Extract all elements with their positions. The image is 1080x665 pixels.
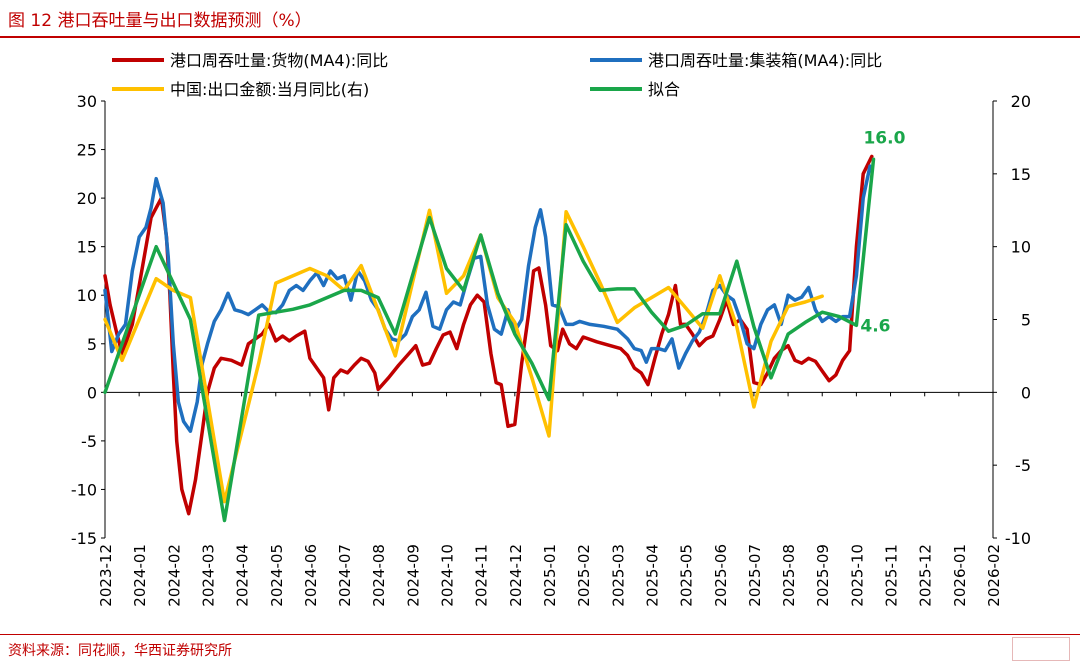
y-left-tick-label: -15 <box>71 529 97 548</box>
x-tick-label: 2024-08 <box>370 544 388 607</box>
y-right-tick-label: -5 <box>1015 456 1031 475</box>
x-tick-label: 2025-11 <box>883 544 901 607</box>
x-tick-label: 2024-12 <box>507 544 525 607</box>
x-tick-label: 2025-02 <box>575 544 593 607</box>
y-right-tick-label: 15 <box>1011 165 1031 184</box>
y-right-tick-label: -10 <box>1005 529 1031 548</box>
annotation-label: 4.6 <box>860 316 890 336</box>
x-tick-label: 2024-03 <box>199 544 217 607</box>
y-right-tick-label: 10 <box>1011 238 1031 257</box>
y-right-tick-label: 20 <box>1011 92 1031 111</box>
series-line-green <box>103 157 876 523</box>
x-tick-label: 2025-09 <box>814 544 832 607</box>
x-tick-label: 2025-03 <box>609 544 627 607</box>
y-left-tick-label: 20 <box>77 189 97 208</box>
x-tick-label: 2024-05 <box>268 544 286 607</box>
x-tick-label: 2024-11 <box>473 544 491 607</box>
x-tick-label: 2025-10 <box>848 544 866 607</box>
x-tick-label: 2024-10 <box>439 544 457 607</box>
x-tick-label: 2025-05 <box>678 544 696 607</box>
x-tick-label: 2023-12 <box>97 544 115 607</box>
y-right-tick-label: 0 <box>1021 383 1031 402</box>
brand-logo <box>1012 637 1070 661</box>
y-left-tick-label: 0 <box>87 383 97 402</box>
annotations-group: 16.0 4.6 <box>860 128 905 336</box>
source-rule <box>0 634 1080 635</box>
x-tick-label: 2025-06 <box>712 544 730 607</box>
legend-label: 港口周吞吐量:货物(MA4):同比 <box>170 51 388 70</box>
y-left-tick-label: -5 <box>81 432 97 451</box>
y-left-tick-label: 25 <box>77 141 97 160</box>
y-left-tick-label: 30 <box>77 92 97 111</box>
y-right-tick-label: 5 <box>1021 311 1031 330</box>
y-left-tick-label: -10 <box>71 480 97 499</box>
x-tick-label: 2025-12 <box>917 544 935 607</box>
x-tick-label: 2025-07 <box>746 544 764 607</box>
x-tick-label: 2024-04 <box>234 544 252 607</box>
legend: 港口周吞吐量:货物(MA4):同比 港口周吞吐量:集装箱(MA4):同比中国:出口… <box>112 51 882 99</box>
series-line-blue <box>103 164 872 433</box>
series-line-yellow <box>103 208 824 504</box>
source-note: 资料来源：同花顺，华西证券研究所 <box>8 643 232 659</box>
x-tick-label: 2024-06 <box>302 544 320 607</box>
y-left-tick-label: 10 <box>77 286 97 305</box>
x-tick-label: 2024-09 <box>404 544 422 607</box>
x-tick-label: 2026-01 <box>951 544 969 607</box>
series-group <box>103 154 876 523</box>
x-tick-label: 2025-04 <box>643 544 661 607</box>
x-tick-label: 2024-02 <box>165 544 183 607</box>
title-rule <box>0 36 1080 38</box>
legend-label: 拟合 <box>648 80 680 99</box>
y-left-tick-label: 15 <box>77 238 97 257</box>
x-tick-label: 2024-01 <box>131 544 149 607</box>
y-left-tick-label: 5 <box>87 335 97 354</box>
legend-label: 中国:出口金额:当月同比(右) <box>170 80 369 99</box>
annotation-label: 16.0 <box>863 128 905 148</box>
x-tick-label: 2025-08 <box>780 544 798 607</box>
x-tick-label: 2026-02 <box>985 544 1003 607</box>
x-tick-label: 2024-07 <box>336 544 354 607</box>
axes-group: -15 -10 -5 0 5 10 15 20 25 30 -10 -5 0 5 10 15 20 2023-12… <box>71 92 1031 607</box>
line-chart: -15 -10 -5 0 5 10 15 20 25 30 -10 -5 0 5 10 15 20 2023-12… <box>71 51 1031 607</box>
figure-title: 图 12 港口吞吐量与出口数据预测（%） <box>8 11 312 31</box>
x-tick-label: 2025-01 <box>541 544 559 607</box>
legend-label: 港口周吞吐量:集装箱(MA4):同比 <box>648 51 882 70</box>
